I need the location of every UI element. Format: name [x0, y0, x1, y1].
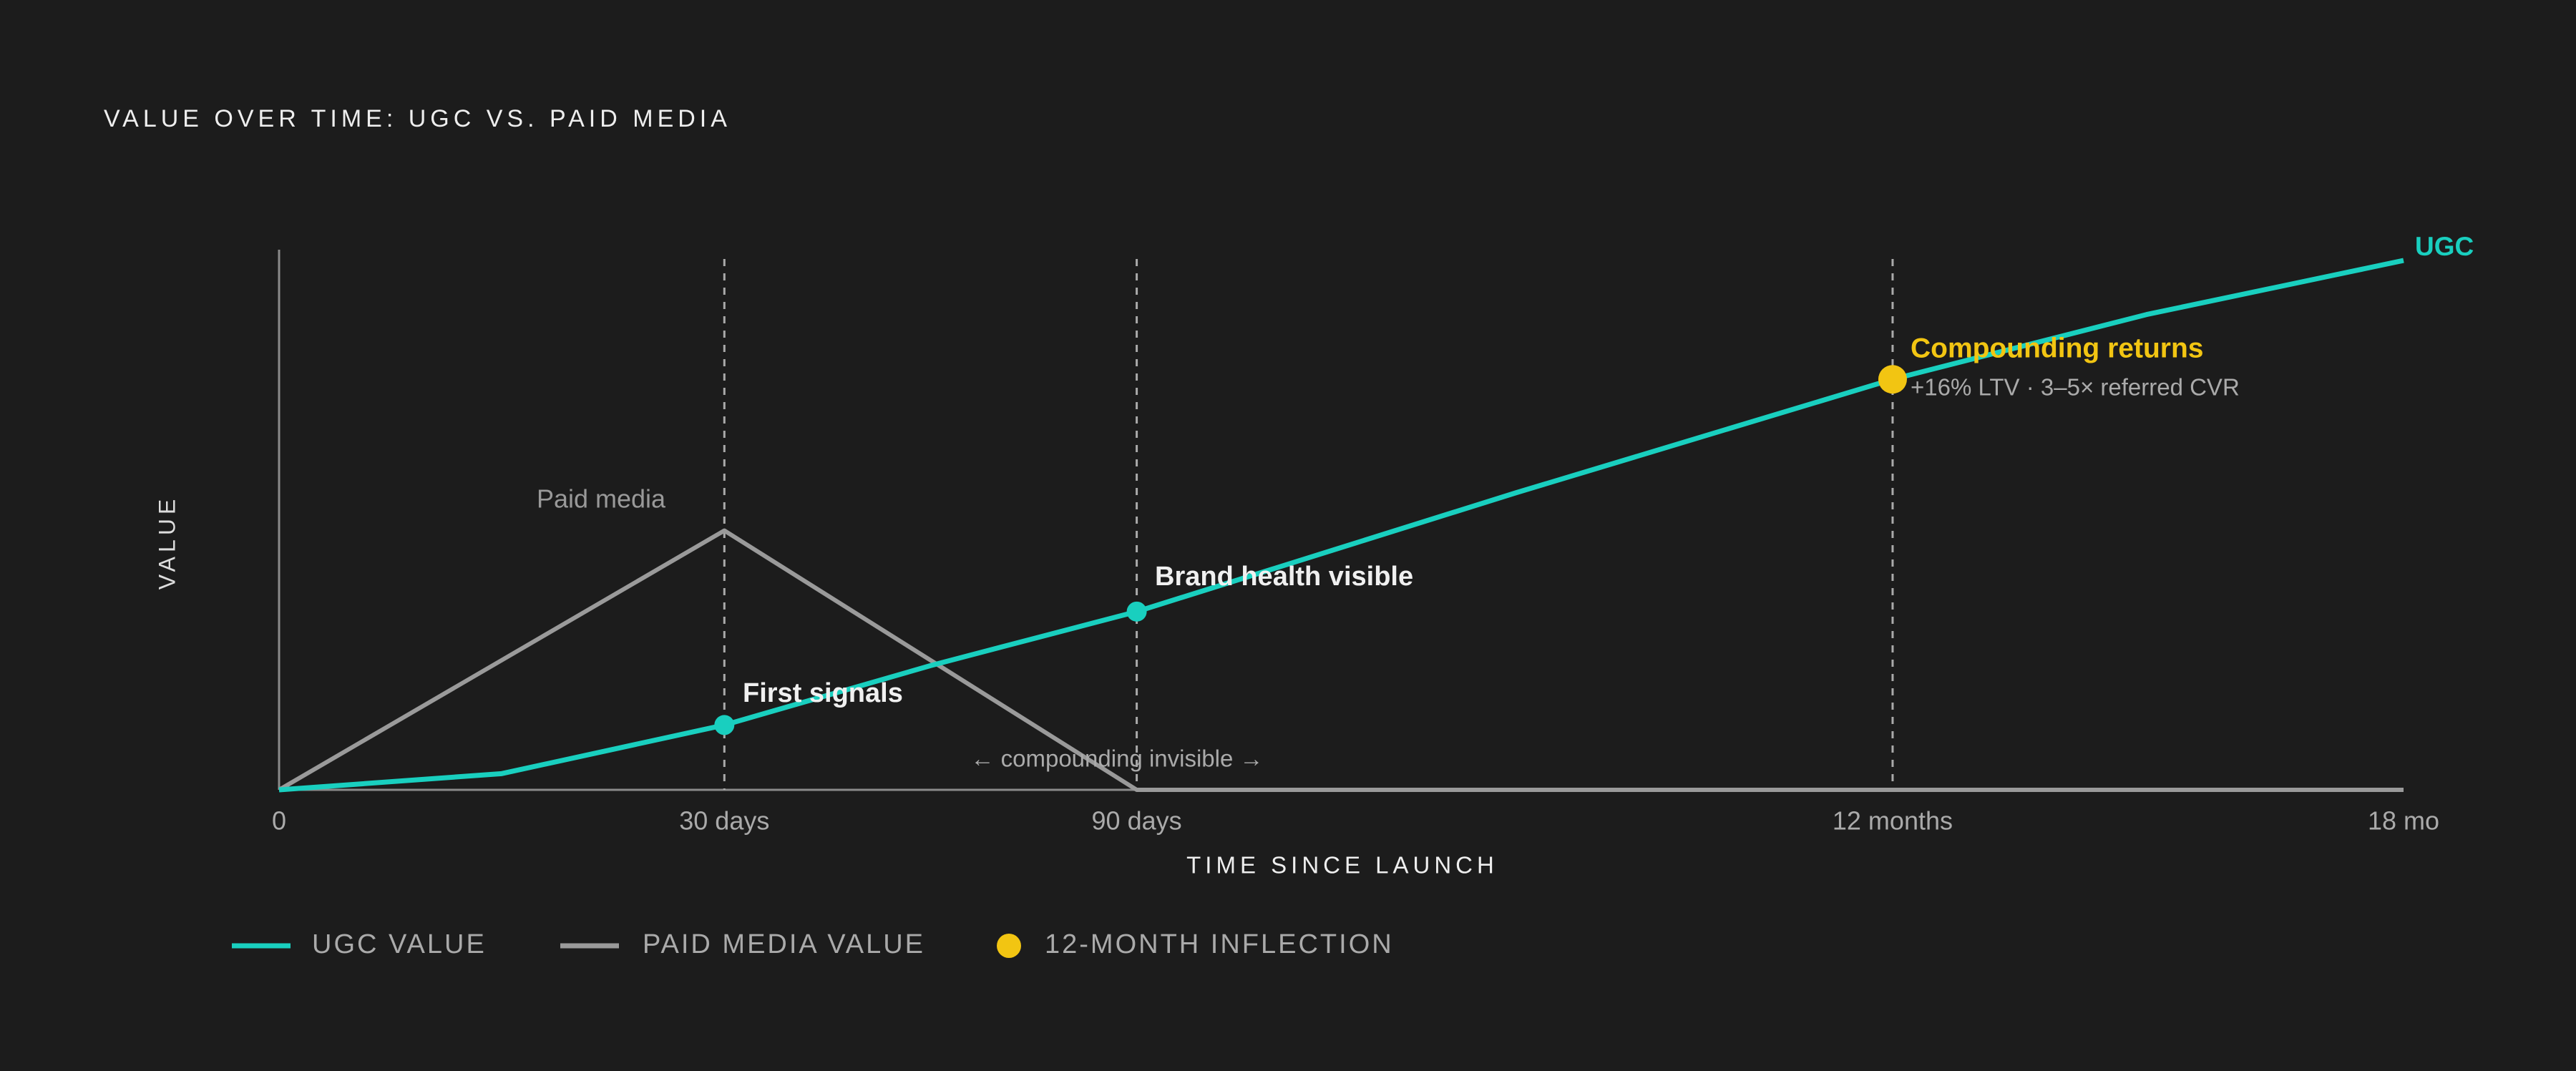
legend-swatch	[997, 934, 1021, 958]
annotation: +16% LTV · 3–5× referred CVR	[1911, 374, 2240, 401]
chart-title: VALUE OVER TIME: UGC VS. PAID MEDIA	[104, 105, 731, 132]
x-axis-label: TIME SINCE LAUNCH	[1186, 852, 1498, 879]
highlight-point	[1878, 365, 1907, 394]
legend-label: UGC VALUE	[312, 929, 487, 959]
x-tick-label: 12 months	[1833, 806, 1953, 836]
annotation: Compounding returns	[1911, 333, 2203, 363]
legend-label: 12-MONTH INFLECTION	[1045, 929, 1394, 959]
x-tick-label: 18 mo	[2368, 806, 2439, 836]
series-end-label: Paid media	[537, 484, 666, 514]
x-tick-label: 90 days	[1092, 806, 1182, 836]
highlight-point	[714, 715, 735, 735]
legend-label: PAID MEDIA VALUE	[643, 929, 925, 959]
annotation: First signals	[743, 678, 903, 708]
series-line	[278, 528, 2404, 792]
x-tick-label: 0	[272, 806, 286, 836]
y-axis-label: VALUE	[154, 495, 180, 590]
series-end-label: UGC	[2415, 232, 2474, 261]
x-tick-label: 30 days	[679, 806, 769, 836]
highlight-point	[1126, 601, 1147, 622]
annotation: Brand health visible	[1155, 562, 1413, 592]
annotation: ← compounding invisible →	[970, 745, 1263, 772]
